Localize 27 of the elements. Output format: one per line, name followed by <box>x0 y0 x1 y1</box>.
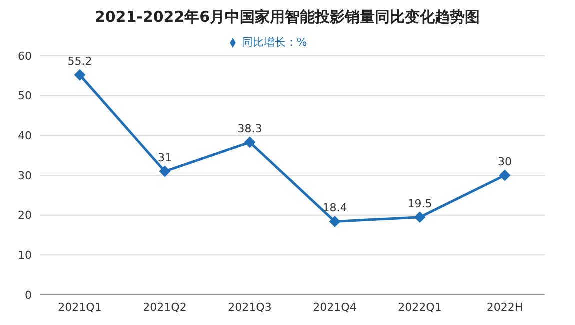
x-tick-label: 2021Q4 <box>313 300 357 314</box>
y-tick-label: 40 <box>18 130 32 143</box>
y-tick-label: 30 <box>18 169 32 182</box>
x-tick-label: 2021Q1 <box>58 300 102 314</box>
y-tick-label: 0 <box>25 288 32 302</box>
data-label: 38.3 <box>238 122 262 136</box>
y-tick-label: 20 <box>18 209 32 222</box>
data-label: 30 <box>498 156 512 168</box>
data-label: 55.2 <box>68 55 92 68</box>
x-tick-label: 2022Q1 <box>398 300 442 314</box>
point <box>330 216 340 228</box>
point <box>414 212 426 223</box>
legend-label: 同比增长：% <box>242 36 308 49</box>
data-label: 31 <box>158 152 172 165</box>
point <box>160 166 170 178</box>
y-tick-label: 60 <box>18 50 32 63</box>
data-label: 19.5 <box>408 197 432 210</box>
point <box>500 170 510 181</box>
x-tick-label: 2022H <box>486 300 524 314</box>
data-label: 18.4 <box>322 202 348 215</box>
x-tick-label: 2021Q2 <box>143 300 187 314</box>
chart-title: 2021-2022年6月中国家用智能投影销量同比变化趋势图 <box>94 7 482 28</box>
x-tick-label: 2021Q3 <box>228 300 272 314</box>
y-tick-label: 50 <box>18 90 32 103</box>
y-tick-label: 10 <box>18 249 32 262</box>
point <box>74 70 86 81</box>
point <box>244 136 256 148</box>
